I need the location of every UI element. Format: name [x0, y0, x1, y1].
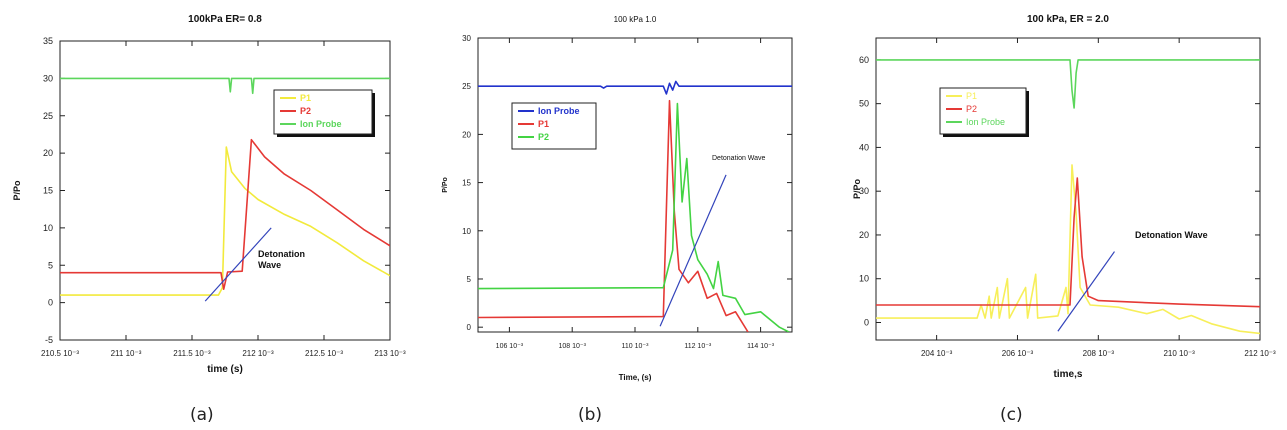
x-tick-label: 110 10⁻³	[622, 343, 650, 350]
legend-box	[939, 87, 1027, 135]
chart-title: 100 kPa, ER = 2.0	[1027, 14, 1109, 25]
y-tick-label: 20	[462, 130, 471, 139]
y-tick-label: 25	[43, 111, 53, 121]
x-tick-label: 206 10⁻³	[1002, 349, 1034, 358]
x-tick-label: 208 10⁻³	[1083, 349, 1115, 358]
series-lines	[478, 80, 792, 332]
x-tick-label: 212 10⁻³	[1244, 349, 1276, 358]
series-line-p2	[876, 177, 1260, 308]
y-tick-label: 40	[859, 142, 869, 152]
series-line-ion-probe	[60, 77, 390, 95]
x-axis-label: Time, (s)	[619, 373, 652, 382]
chart-panel-a: 100kPa ER= 0.8 -5 0 5 10 15 20 25 30 35 210.5 10⁻³…	[12, 14, 406, 375]
x-tick-label: 211.5 10⁻³	[173, 349, 211, 358]
annotation-line	[204, 227, 272, 302]
y-tick-label: 10	[43, 223, 53, 233]
y-axis-label: P/Po	[12, 180, 22, 201]
y-tick-label: 50	[859, 99, 869, 109]
series-line-ion-probe	[876, 59, 1260, 109]
y-tick-label: 25	[462, 82, 471, 91]
series-line-p1	[478, 99, 749, 332]
y-tick-label: 20	[859, 230, 869, 240]
chart-title: 100kPa ER= 0.8	[188, 14, 262, 25]
panel-label-a: (a)	[190, 405, 214, 425]
panel-label-b: (b)	[578, 405, 603, 425]
y-tick-label: 60	[859, 55, 869, 65]
y-tick-label: 0	[48, 298, 53, 308]
legend-entry: Ion Probe	[538, 106, 580, 116]
series-lines	[60, 77, 390, 296]
x-tick-label: 114 10⁻³	[747, 343, 775, 350]
annotation-line	[659, 174, 727, 327]
legend-entry: P2	[966, 104, 977, 114]
y-tick-label: 15	[43, 186, 53, 196]
y-tick-label: 15	[462, 179, 471, 188]
y-tick-label: 10	[859, 274, 869, 284]
legend-entry: P1	[538, 119, 549, 129]
y-tick-label: 5	[467, 275, 472, 284]
y-axis-label: P/Po	[442, 177, 449, 193]
x-axis-label: time (s)	[207, 364, 243, 375]
y-axis-label: P/Po	[852, 179, 862, 200]
series-line-p1	[60, 146, 390, 296]
panel-label-c: (c)	[1000, 405, 1023, 425]
chart-title: 100 kPa 1.0	[614, 15, 657, 24]
y-tick-label: 5	[48, 260, 53, 270]
series-line-p2	[478, 102, 790, 332]
annotation-text: Detonation	[258, 249, 305, 259]
x-tick-label: 112 10⁻³	[684, 343, 712, 350]
annotation-line	[1057, 251, 1115, 332]
legend-entry: P1	[966, 91, 977, 101]
y-tick-label: 0	[864, 317, 869, 327]
series-line-p2	[60, 138, 390, 290]
series-lines	[876, 59, 1260, 335]
legend: P1 P2 Ion Probe	[273, 89, 375, 137]
legend-entry: Ion Probe	[300, 119, 342, 129]
y-tick-label: -5	[45, 335, 53, 345]
y-tick-label: 20	[43, 148, 53, 158]
x-tick-label: 106 10⁻³	[496, 343, 524, 350]
legend: P1 P2 Ion Probe	[939, 87, 1029, 137]
x-tick-label: 210.5 10⁻³	[41, 349, 79, 358]
x-tick-label: 211 10⁻³	[111, 349, 142, 358]
legend-entry: Ion Probe	[966, 117, 1005, 127]
legend-entry: P2	[300, 106, 311, 116]
annotation-text: Detonation Wave	[712, 155, 766, 162]
x-axis-label: time,s	[1054, 369, 1083, 380]
x-tick-label: 213 10⁻³	[374, 349, 406, 358]
legend-entry: P2	[538, 132, 549, 142]
y-tick-label: 30	[43, 73, 53, 83]
chart-panel-c: 100 kPa, ER = 2.0 0 10 20 30 40 50 60 204 10⁻³ 20…	[852, 14, 1276, 380]
annotation-text: Wave	[258, 260, 281, 270]
x-tick-label: 204 10⁻³	[921, 349, 953, 358]
x-tick-label: 212.5 10⁻³	[305, 349, 343, 358]
y-tick-label: 30	[462, 34, 471, 43]
legend-entry: P1	[300, 93, 311, 103]
y-tick-label: 0	[467, 323, 472, 332]
legend: Ion Probe P1 P2	[511, 102, 597, 150]
y-tick-label: 30	[859, 186, 869, 196]
x-tick-label: 108 10⁻³	[558, 343, 586, 350]
y-tick-label: 10	[462, 227, 471, 236]
chart-panel-b: 100 kPa 1.0 0 5 10 15 20 25 30 106 10⁻³ 108 10⁻³ 1…	[442, 15, 793, 382]
x-tick-label: 212 10⁻³	[242, 349, 274, 358]
annotation-text: Detonation Wave	[1135, 230, 1208, 240]
x-tick-label: 210 10⁻³	[1163, 349, 1195, 358]
y-tick-label: 35	[43, 36, 53, 46]
series-line-p1	[876, 164, 1260, 335]
series-line-ion-probe	[478, 80, 792, 95]
